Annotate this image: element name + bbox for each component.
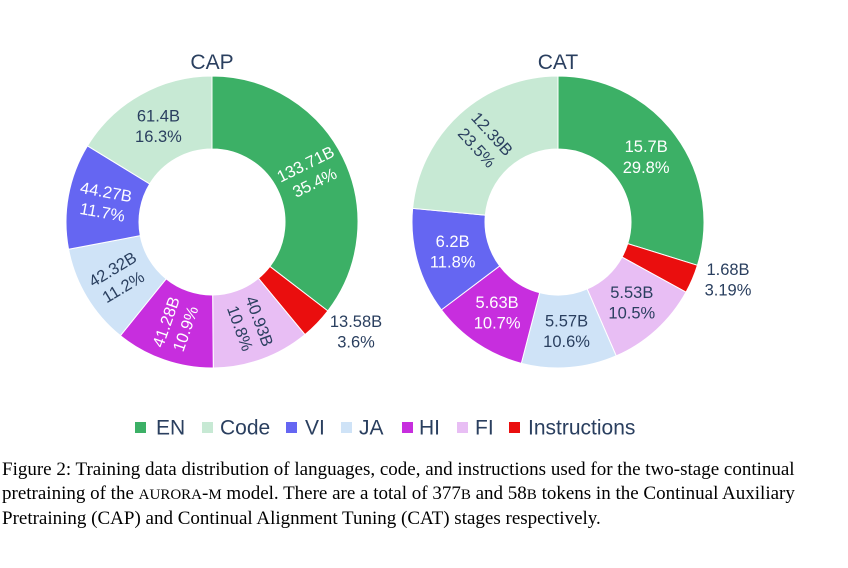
legend-label-code: Code (220, 417, 270, 440)
legend-item-en[interactable]: EN (135, 417, 185, 440)
legend-label-vi: VI (305, 417, 325, 440)
slice-label-en: 15.7B 29.8% (623, 138, 670, 177)
figure-caption: Figure 2: Training data distribution of … (2, 458, 838, 531)
slice-label-fi: 5.53B 10.5% (608, 284, 655, 323)
slice-label-ja: 5.57B 10.6% (543, 312, 590, 351)
chart-title: CAP (190, 51, 233, 74)
caption-suffix: tokens in the Continual Auxiliary Pretra… (2, 483, 795, 529)
legend-label-en: EN (156, 417, 185, 440)
legend-item-hi[interactable]: HI (402, 417, 440, 440)
donut-slice-code[interactable] (412, 75, 559, 216)
legend-item-ja[interactable]: JA (341, 417, 384, 440)
legend-swatch-code (202, 422, 213, 433)
slice-label-instructions: 13.58B 3.6% (330, 313, 382, 352)
legend-swatch-instructions (509, 422, 520, 433)
caption-prefix: Figure 2: Training data distribution of … (2, 459, 795, 504)
donut-slice-code[interactable] (86, 75, 213, 185)
caption-model-aurora: Aurora (138, 487, 202, 503)
legend-label-instructions: Instructions (528, 417, 635, 440)
legend-label-ja: JA (359, 417, 384, 440)
legend-item-code[interactable]: Code (202, 417, 270, 440)
caption-model-m: M (208, 487, 222, 503)
caption-and: and 58 (470, 483, 527, 504)
legend-label-hi: HI (419, 417, 440, 440)
legend-swatch-hi (402, 422, 413, 433)
legend-swatch-fi (457, 422, 468, 433)
caption-middle: model. There are a total of 377 (221, 483, 461, 504)
donut-slice-en[interactable] (557, 75, 705, 266)
slice-label-vi: 6.2B 11.8% (430, 233, 476, 272)
cat-donut-chart: CAT 15.7B 29.8% 1.68B 3.19% 5.53B 10.5% 5.57B 1… (411, 51, 752, 369)
caption-unit-b: B (460, 487, 471, 503)
legend-swatch-en (135, 422, 146, 433)
legend: EN Code VI JA HI FI Instructions (135, 417, 635, 440)
chart-title: CAT (538, 51, 579, 74)
slice-label-code: 61.4B 16.3% (135, 108, 182, 147)
cap-donut-chart: CAP 133.71B35.4%13.58B 3.6%40.93B10.8%41.… (65, 51, 382, 369)
legend-swatch-vi (286, 422, 297, 433)
legend-item-vi[interactable]: VI (286, 417, 325, 440)
caption-model-dash: - (202, 483, 209, 504)
legend-swatch-ja (341, 422, 352, 433)
caption-unit-b: B (526, 487, 537, 503)
legend-item-fi[interactable]: FI (457, 417, 494, 440)
legend-label-fi: FI (475, 417, 494, 440)
donut-slice-en[interactable] (211, 75, 359, 312)
legend-item-instructions[interactable]: Instructions (509, 417, 635, 440)
figure: CAP 133.71B35.4%13.58B 3.6%40.93B10.8%41.… (65, 51, 752, 440)
slice-label-instructions: 1.68B 3.19% (705, 261, 752, 300)
slice-label-hi: 5.63B 10.7% (474, 294, 521, 333)
